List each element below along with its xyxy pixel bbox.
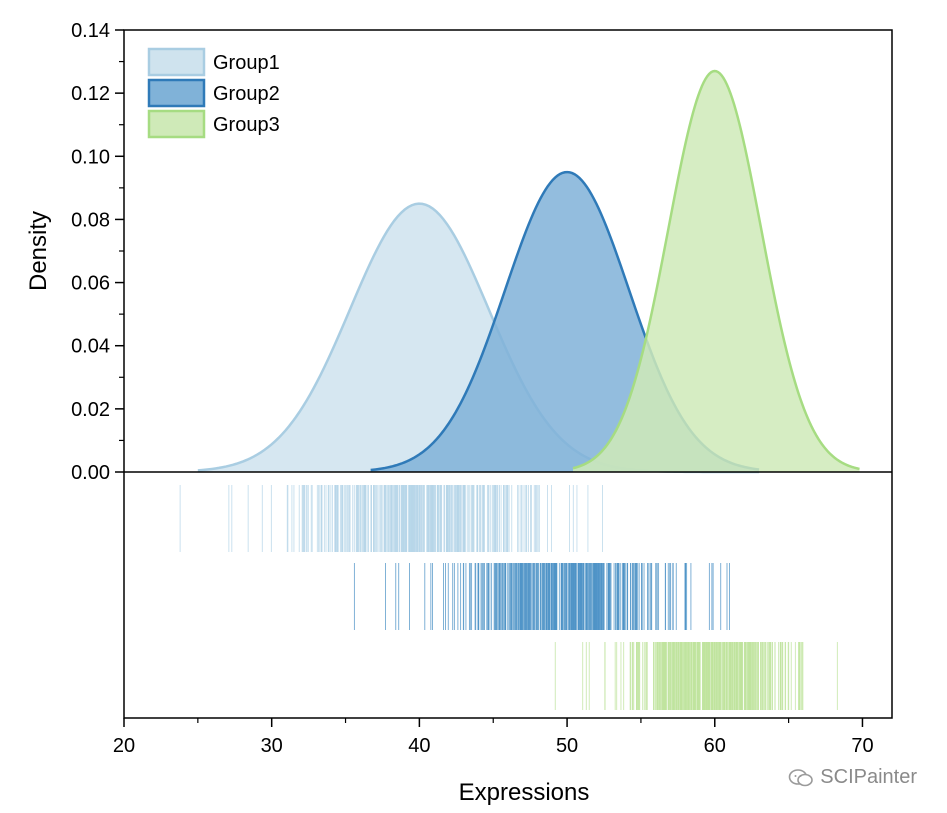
wechat-icon xyxy=(788,768,814,786)
x-tick-label: 40 xyxy=(408,735,430,757)
x-axis-title: Expressions xyxy=(459,779,590,806)
y-axis: 0.00 0.02 0.04 0.06 0.08 0.10 0.12 0.14 xyxy=(71,20,124,484)
density-area-group3 xyxy=(572,71,860,473)
x-tick-label: 50 xyxy=(556,735,578,757)
y-tick-label: 0.10 xyxy=(71,146,110,168)
rug-group1 xyxy=(179,485,603,552)
x-tick-label: 20 xyxy=(113,735,135,757)
y-tick-label: 0.04 xyxy=(71,336,110,358)
legend-swatch-group3 xyxy=(147,109,206,139)
y-tick-label: 0.12 xyxy=(71,83,110,105)
rug-plot xyxy=(179,485,838,710)
density-plot xyxy=(197,69,860,474)
plot-frame xyxy=(123,29,893,719)
x-axis: 20 30 40 50 60 70 xyxy=(113,718,874,757)
legend-swatch-group2 xyxy=(147,78,206,108)
legend-label-group2: Group2 xyxy=(213,83,280,105)
x-tick-label: 70 xyxy=(851,735,873,757)
y-tick-label: 0.06 xyxy=(71,273,110,295)
y-tick-label: 0.00 xyxy=(71,462,110,484)
watermark: SCIPainter xyxy=(788,766,917,789)
rug-group3 xyxy=(554,642,838,710)
legend-label-group3: Group3 xyxy=(213,114,280,136)
watermark-text: SCIPainter xyxy=(820,766,917,788)
legend-swatch-group1 xyxy=(147,47,206,77)
density-line-group3 xyxy=(572,69,860,471)
legend: Group1 Group2 Group3 xyxy=(147,47,280,139)
y-tick-label: 0.08 xyxy=(71,209,110,231)
x-tick-label: 30 xyxy=(261,735,283,757)
y-axis-title: Density xyxy=(25,211,52,291)
legend-label-group1: Group1 xyxy=(213,52,280,74)
y-tick-label: 0.14 xyxy=(71,20,110,42)
x-tick-label: 60 xyxy=(704,735,726,757)
y-tick-label: 0.02 xyxy=(71,399,110,421)
rug-group2 xyxy=(353,563,730,630)
density-area-group1 xyxy=(197,203,760,472)
